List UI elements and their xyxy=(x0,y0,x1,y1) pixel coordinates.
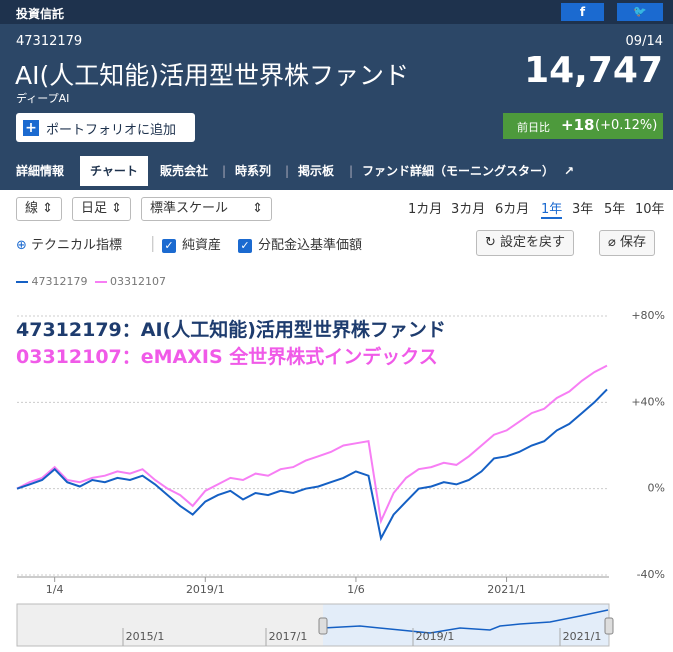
x-tick-label: 1/6 xyxy=(347,583,365,596)
navigator-label: 2017/1 xyxy=(269,630,308,643)
series-line xyxy=(16,364,608,525)
external-icon: ↗ xyxy=(564,164,575,178)
legend: 47312179 03312107 xyxy=(16,275,166,288)
tab[interactable]: ファンド詳細（モーニングスター） xyxy=(362,164,555,178)
tab[interactable]: 詳細情報 xyxy=(16,164,65,178)
facebook-button[interactable]: f xyxy=(561,3,604,21)
fund-name: AI(人工知能)活用型世界株ファンド xyxy=(15,61,409,90)
navigator-range xyxy=(323,604,609,646)
reset-label: 設定を戻す xyxy=(500,235,566,250)
portfolio-button[interactable]: + ポートフォリオに追加 xyxy=(16,113,195,142)
change: +18 xyxy=(561,116,595,134)
period-selected[interactable]: 1年 xyxy=(541,198,563,219)
y-tick-label: 0% xyxy=(648,482,665,495)
x-tick-label: 2019/1 xyxy=(186,583,225,596)
navigator-handle[interactable] xyxy=(318,617,328,635)
fund-code: 47312179 xyxy=(16,34,83,49)
technical-button[interactable]: ⊕ テクニカル指標 xyxy=(16,238,123,253)
save-label: 保存 xyxy=(619,235,646,250)
annotation: 47312179：AI(人工知能)活用型世界株ファンド xyxy=(16,319,446,341)
separator: | xyxy=(222,164,227,178)
change-label: 前日比 xyxy=(517,121,550,134)
separator: | xyxy=(285,164,290,178)
annotation: 03312107：eMAXIS 全世界株式インデックス xyxy=(16,346,438,368)
navigator-bg xyxy=(17,604,323,646)
top-bar xyxy=(0,0,673,24)
price: 14,747 xyxy=(524,50,663,91)
series-line xyxy=(16,388,608,542)
select-label: 日足 xyxy=(81,201,108,216)
tab[interactable]: 販売会社 xyxy=(160,164,209,178)
save-button[interactable]: ⌀ 保存 xyxy=(599,230,655,256)
checkbox-label: 分配金込基準価額 xyxy=(258,238,363,253)
change-box: 前日比 +18 (+0.12%) xyxy=(503,113,663,139)
section-label: 投資信託 xyxy=(16,7,65,21)
y-tick-label: -40% xyxy=(637,568,665,581)
y-tick-label: +40% xyxy=(631,395,665,408)
period[interactable]: 10年 xyxy=(635,202,665,217)
navigator-line xyxy=(322,609,609,634)
navigator-label: 2021/1 xyxy=(563,630,602,643)
separator: | xyxy=(150,233,156,252)
twitter-button[interactable]: 🐦 xyxy=(617,3,663,21)
navigator-label: 2015/1 xyxy=(126,630,165,643)
date: 09/14 xyxy=(625,34,663,49)
period[interactable]: 3年 xyxy=(572,202,594,217)
period[interactable]: 6カ月 xyxy=(495,202,530,217)
technical-label: テクニカル指標 xyxy=(31,238,123,253)
reset-button[interactable]: ↻ 設定を戻す xyxy=(476,230,575,256)
navigator-handle[interactable] xyxy=(604,617,614,635)
legend-label: 03312107 xyxy=(110,275,166,288)
tab-active[interactable]: チャート xyxy=(80,156,148,186)
y-tick-label: +80% xyxy=(631,309,665,322)
select-label: 線 xyxy=(25,201,39,216)
checkbox[interactable]: ✓ 純資産 xyxy=(162,234,221,253)
select[interactable]: 日足 ⇕ xyxy=(72,197,132,221)
period[interactable]: 1カ月 xyxy=(408,202,443,217)
tab[interactable]: 時系列 xyxy=(235,164,272,178)
separator: | xyxy=(349,164,354,178)
checkbox[interactable]: ✓ 分配金込基準価額 xyxy=(238,234,362,253)
portfolio-label: ポートフォリオに追加 xyxy=(46,123,177,138)
select[interactable]: 標準スケール ⇕ xyxy=(141,197,272,221)
legend-label: 47312179 xyxy=(31,275,88,288)
x-tick-label: 2021/1 xyxy=(487,583,526,596)
x-tick-label: 1/4 xyxy=(46,583,64,596)
period[interactable]: 3カ月 xyxy=(451,202,486,217)
nickname: ディープAI xyxy=(16,92,70,105)
checkbox-label: 純資産 xyxy=(182,238,222,253)
select[interactable]: 線 ⇕ xyxy=(16,197,63,221)
change-pct: (+0.12%) xyxy=(595,118,658,133)
tab[interactable]: 掲示板 xyxy=(298,164,335,178)
navigator-label: 2019/1 xyxy=(416,630,455,643)
select-label: 標準スケール xyxy=(150,201,229,216)
period[interactable]: 5年 xyxy=(604,202,626,217)
